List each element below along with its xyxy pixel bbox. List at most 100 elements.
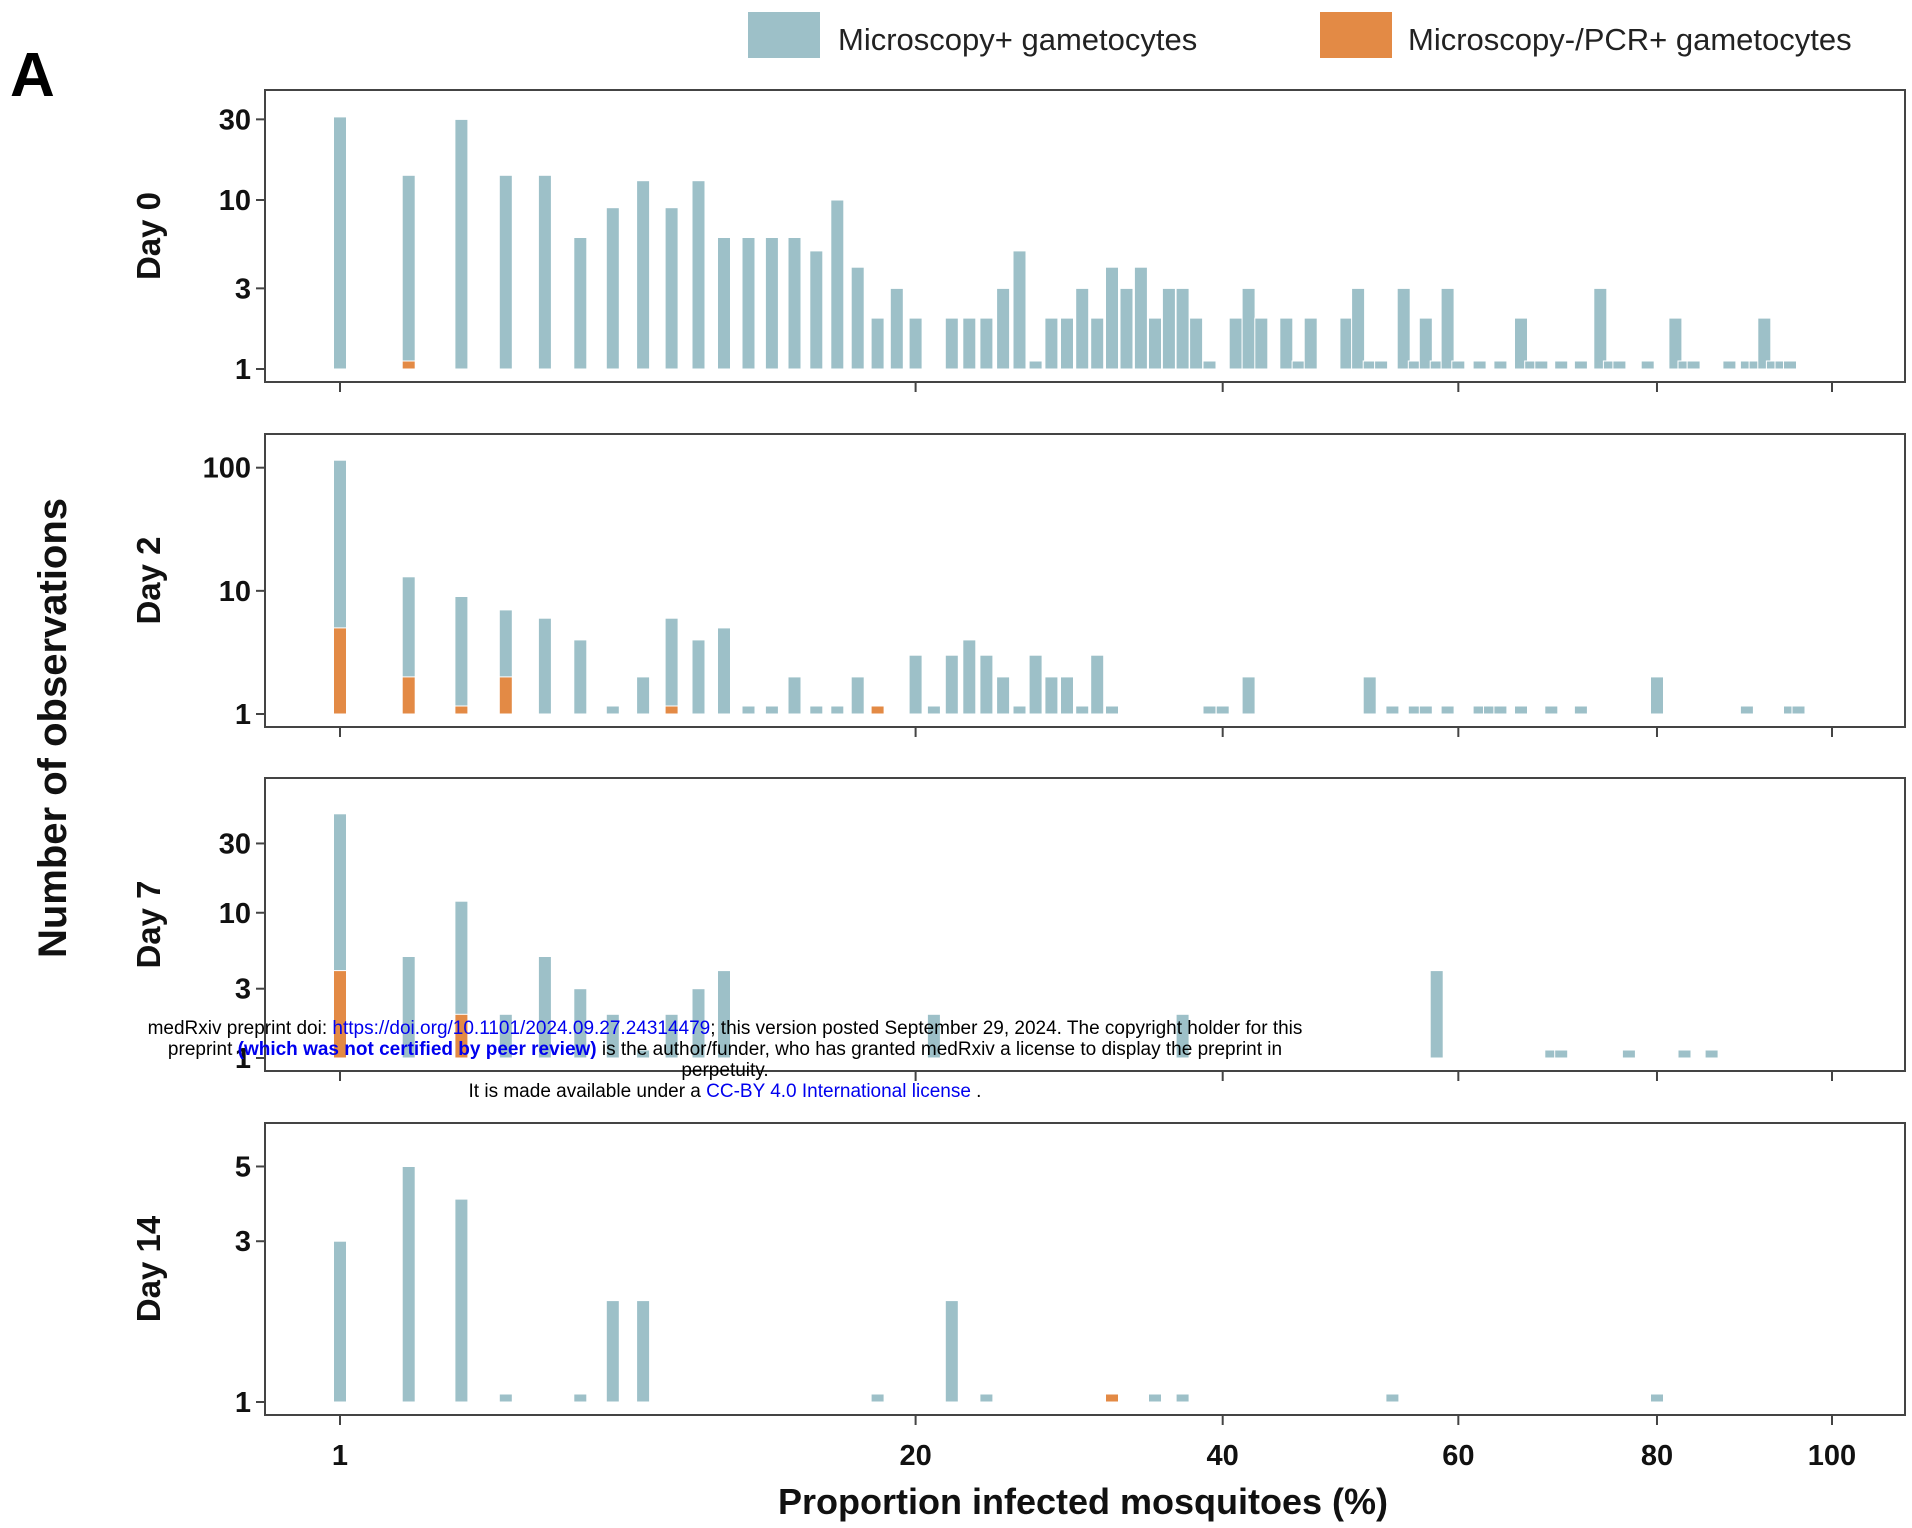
microscopy-bar (1228, 317, 1243, 370)
microscopy-bar (691, 988, 706, 1059)
microscopy-bar (1677, 1049, 1692, 1059)
microscopy-bar (537, 617, 552, 715)
microscopy-bar (1554, 360, 1569, 370)
microscopy-bar (1385, 1393, 1400, 1403)
microscopy-bar (1060, 676, 1074, 715)
microscopy-bar (1202, 705, 1217, 715)
microscopy-bar (1044, 676, 1059, 715)
pcr-bar (333, 627, 347, 715)
microscopy-bar (1105, 266, 1119, 370)
microscopy-bar (809, 705, 824, 715)
microscopy-bar (1612, 360, 1627, 370)
pcr-bar (498, 676, 513, 715)
panel-label: Day 7 (130, 880, 167, 968)
microscopy-bar (1396, 287, 1411, 370)
microscopy-bar (1573, 705, 1588, 715)
microscopy-bar (908, 654, 923, 715)
microscopy-bar (1148, 1393, 1162, 1403)
microscopy-bar (664, 1013, 679, 1059)
microscopy-bar (573, 237, 588, 370)
microscopy-bar (1668, 317, 1683, 370)
y-tick-label: 100 (203, 453, 251, 485)
x-tick-label: 100 (1808, 1440, 1856, 1472)
microscopy-bar (1704, 1049, 1719, 1059)
notice-line1-a: medRxiv preprint doi: (147, 1018, 333, 1039)
microscopy-bar (1544, 705, 1559, 715)
microscopy-bar (1593, 287, 1608, 370)
x-axis-ticks: 1 20 40 60 80 100 (332, 1440, 1856, 1472)
microscopy-bar (1133, 266, 1148, 370)
doi-link[interactable]: https://doi.org/10.1101/2024.09.27.24314… (332, 1018, 711, 1039)
microscopy-bar (691, 180, 706, 370)
microscopy-bar (741, 705, 756, 715)
microscopy-bar (830, 705, 845, 715)
microscopy-bar (764, 705, 779, 715)
panel-letter: A (10, 41, 55, 110)
microscopy-bar (1385, 705, 1400, 715)
microscopy-bar (787, 676, 802, 715)
microscopy-bar (1791, 705, 1806, 715)
pcr-bar (870, 705, 885, 715)
microscopy-bar (979, 317, 994, 370)
microscopy-bar (636, 180, 651, 370)
panel-label: Day 0 (130, 192, 167, 280)
microscopy-bar (962, 639, 977, 715)
microscopy-bar (1028, 654, 1043, 715)
microscopy-bar (1254, 317, 1269, 370)
microscopy-bar (1418, 317, 1433, 370)
microscopy-bar (1241, 287, 1256, 370)
microscopy-bar (926, 705, 941, 715)
microscopy-bar (1514, 317, 1528, 370)
microscopy-bar (401, 956, 416, 1059)
microscopy-bar (1148, 317, 1162, 370)
microscopy-bar (401, 174, 416, 370)
y-tick-label: 10 (219, 898, 251, 930)
pcr-bar (401, 360, 416, 370)
microscopy-bar (944, 317, 959, 370)
microscopy-bar (573, 639, 588, 715)
pcr-bar (401, 676, 416, 715)
microscopy-bar (333, 1240, 347, 1403)
microscopy-bar (1119, 287, 1134, 370)
microscopy-bar (889, 287, 904, 370)
microscopy-bar (1640, 360, 1655, 370)
microscopy-bar (1175, 1393, 1190, 1403)
panel-frame (264, 777, 1906, 1072)
microscopy-bar (1241, 676, 1256, 715)
microscopy-bar (664, 207, 679, 370)
microscopy-bar (1493, 360, 1508, 370)
microscopy-bar (401, 1166, 416, 1403)
microscopy-bar (1175, 1013, 1190, 1059)
microscopy-bar (636, 1049, 651, 1059)
notice-line2-b: is the author/funder, who has granted me… (596, 1039, 1283, 1060)
y-tick-label: 3 (235, 974, 251, 1006)
x-axis-label: Proportion infected mosquitoes (%) (778, 1481, 1388, 1522)
panel-frame (264, 1122, 1906, 1416)
microscopy-bar (1075, 287, 1090, 370)
microscopy-bar (333, 116, 347, 370)
microscopy-bar (830, 199, 845, 370)
microscopy-bar (908, 317, 923, 370)
microscopy-bar (850, 676, 865, 715)
notice-line4-b: . (970, 1081, 982, 1102)
microscopy-bar (605, 705, 620, 715)
microscopy-bar (1279, 317, 1294, 370)
microscopy-bar (605, 207, 620, 370)
microscopy-bar (1339, 317, 1354, 370)
panel-frame (264, 89, 1906, 383)
microscopy-bar (979, 1393, 994, 1403)
microscopy-bar (962, 317, 977, 370)
microscopy-bar (1060, 317, 1074, 370)
license-link[interactable]: CC-BY 4.0 International license (706, 1081, 971, 1102)
microscopy-bar (1362, 676, 1377, 715)
microscopy-bar (573, 1393, 588, 1403)
microscopy-bar (605, 1013, 620, 1059)
panel-frame (264, 433, 1906, 728)
legend-swatch-microscopy (748, 12, 820, 58)
legend-label-microscopy: Microscopy+ gametocytes (838, 22, 1197, 57)
microscopy-bar (636, 676, 651, 715)
panel-day-14: 1 3 5 Day 14 (130, 1122, 1906, 1425)
y-tick-label: 10 (219, 185, 251, 217)
microscopy-bar (1650, 676, 1664, 715)
